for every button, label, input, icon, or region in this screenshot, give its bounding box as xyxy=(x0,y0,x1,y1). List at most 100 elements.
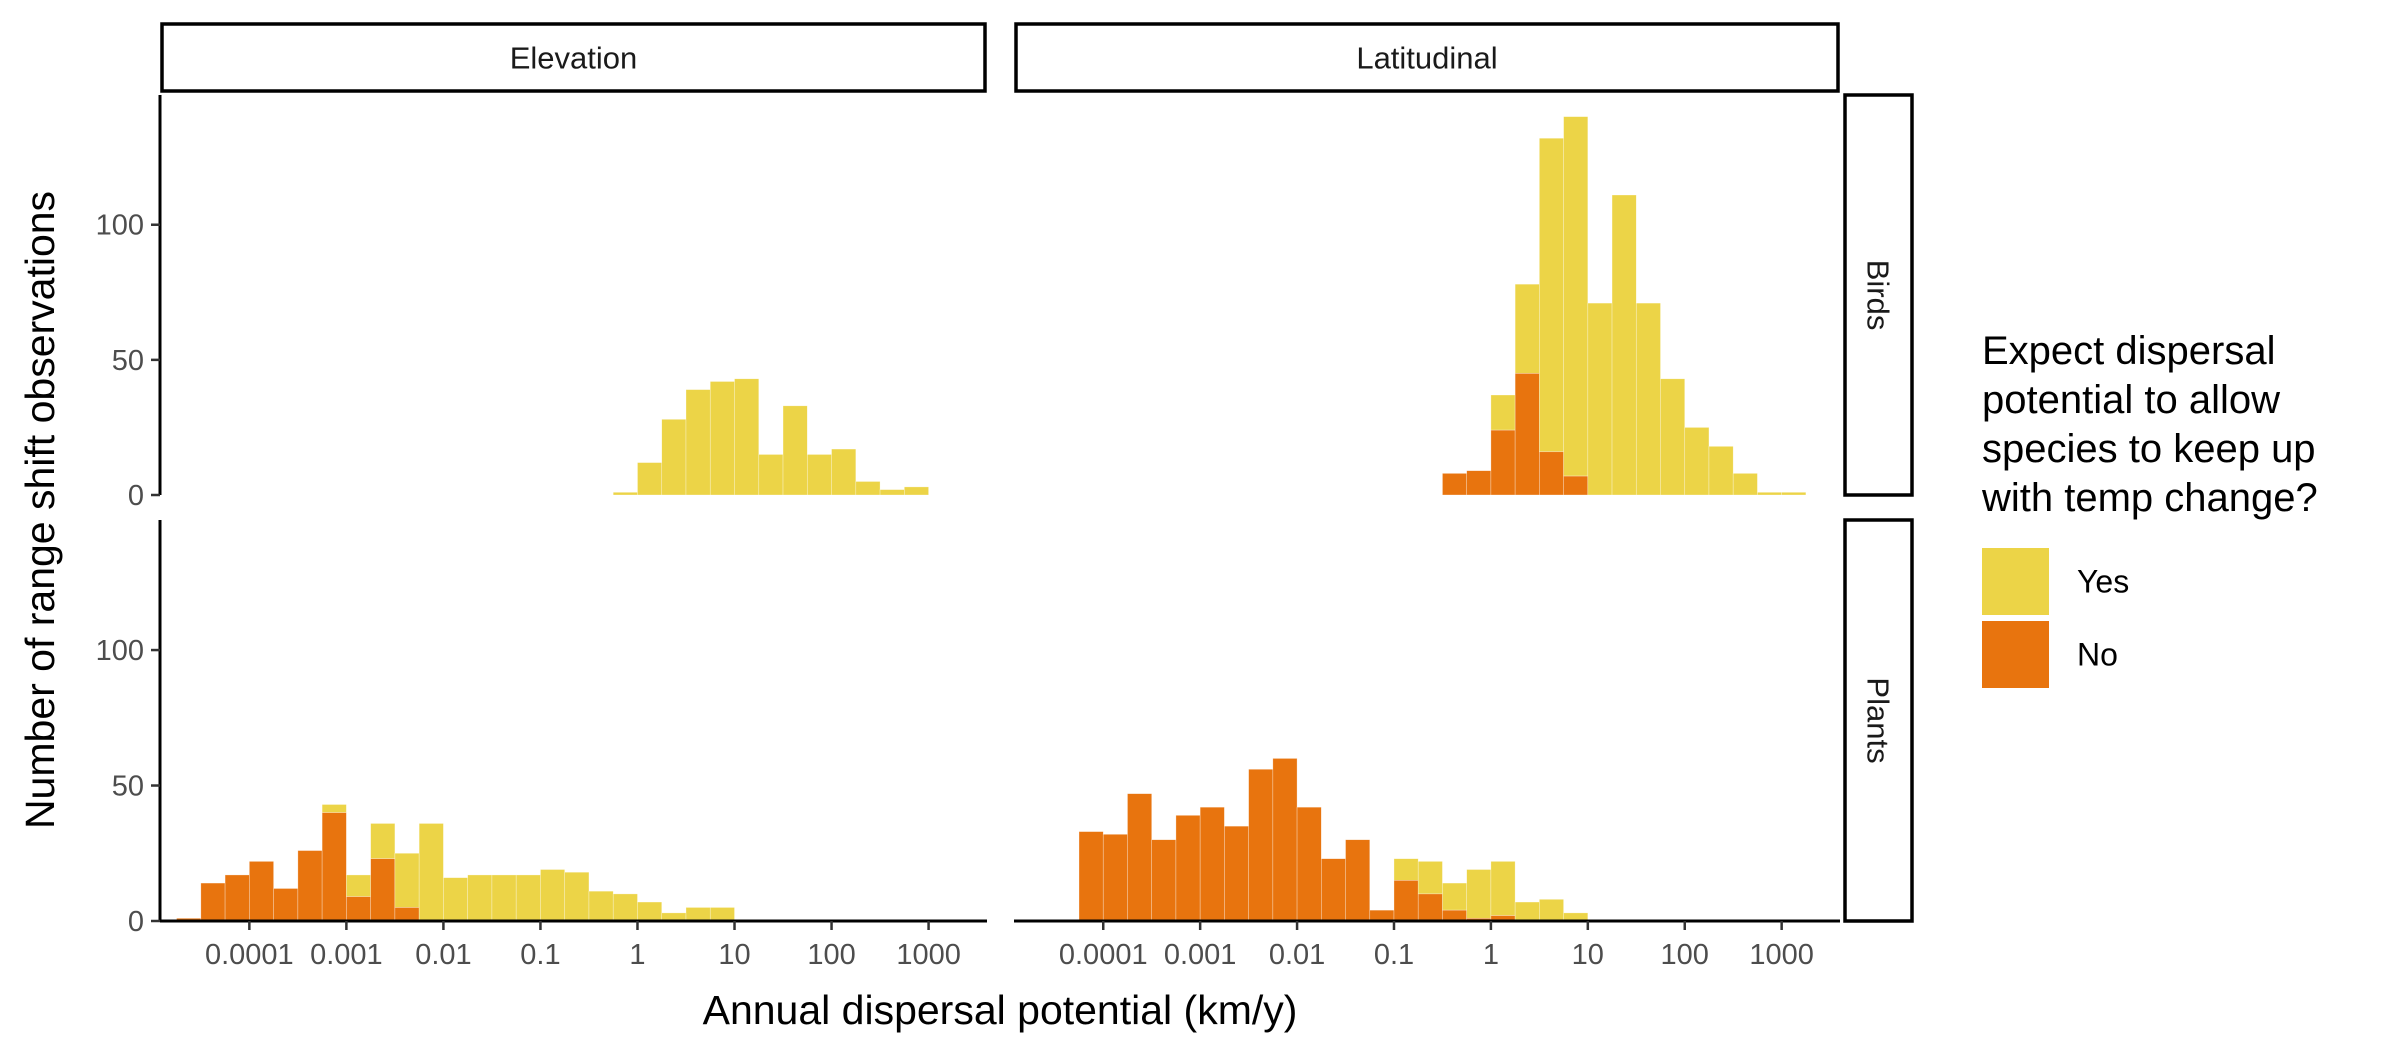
x-tick-label: 0.001 xyxy=(310,939,383,971)
x-tick-label: 1 xyxy=(1483,939,1499,971)
legend-key-no xyxy=(1982,621,2049,688)
bar-no xyxy=(346,896,371,922)
strip-label-plants: Plants xyxy=(1861,677,1896,763)
bar-yes xyxy=(879,489,905,496)
bar-yes xyxy=(1539,899,1564,922)
bar-yes xyxy=(1514,901,1540,922)
bar-yes xyxy=(394,852,420,908)
bar-yes xyxy=(1757,491,1782,496)
x-tick-label: 0.0001 xyxy=(205,939,294,971)
bar-yes xyxy=(491,874,517,922)
bar-yes xyxy=(1708,446,1734,496)
x-tick-label: 0.1 xyxy=(520,939,560,971)
bar-yes xyxy=(1490,394,1516,431)
bar-no xyxy=(370,858,396,922)
panel-plants-elevation xyxy=(176,804,735,922)
bar-yes xyxy=(1417,861,1443,895)
y-tick-label: 50 xyxy=(112,345,144,377)
y-tick-label: 0 xyxy=(128,480,144,512)
bar-no xyxy=(1078,831,1104,922)
bar-no xyxy=(297,850,323,922)
bar-yes xyxy=(1539,137,1564,453)
bar-no xyxy=(1417,893,1443,922)
legend-label-yes: Yes xyxy=(2077,564,2129,600)
legend-title-line: species to keep up xyxy=(1982,427,2316,471)
bar-yes xyxy=(370,823,396,859)
bar-yes xyxy=(564,871,590,922)
panel-plants-latitudinal xyxy=(1078,758,1589,922)
bar-no xyxy=(1490,429,1516,496)
bar-yes xyxy=(1393,858,1419,881)
bar-yes xyxy=(709,381,735,496)
bar-yes xyxy=(1490,861,1516,916)
bar-no xyxy=(1272,758,1298,922)
strip-elevation xyxy=(160,22,987,93)
strip-birds xyxy=(1843,93,1914,497)
legend-key-yes xyxy=(1982,548,2049,615)
bar-yes xyxy=(467,874,493,922)
x-tick-label: 10 xyxy=(1572,939,1604,971)
y-tick-label: 0 xyxy=(128,906,144,938)
bar-yes xyxy=(1466,869,1492,919)
bar-yes xyxy=(612,491,638,496)
facet-strips: Elevation Latitudinal Birds Plants xyxy=(160,22,1914,923)
x-tick-label: 100 xyxy=(807,939,855,971)
bar-yes xyxy=(1684,427,1710,496)
bar-yes xyxy=(782,405,808,496)
bar-no xyxy=(321,812,347,922)
bar-yes xyxy=(685,389,711,496)
bar-no xyxy=(1442,473,1467,496)
legend-title-line: potential to allow xyxy=(1982,378,2280,422)
bar-yes xyxy=(1563,116,1589,477)
bar-yes xyxy=(540,869,566,922)
bar-yes xyxy=(685,907,711,922)
bar-no xyxy=(249,861,274,922)
legend: Expect dispersal potential to allow specie… xyxy=(1981,329,2318,688)
strip-latitudinal xyxy=(1014,22,1840,93)
bar-no xyxy=(1151,839,1177,922)
y-tick-label: 50 xyxy=(112,771,144,803)
bar-no xyxy=(1296,806,1322,922)
panel-birds-latitudinal xyxy=(1442,116,1807,496)
bar-no xyxy=(1442,909,1467,922)
bar-no xyxy=(1248,768,1274,922)
bar-yes xyxy=(661,419,687,496)
bar-yes xyxy=(855,481,881,496)
bar-yes xyxy=(515,874,541,922)
x-tick-label: 0.01 xyxy=(415,939,471,971)
x-tick-label: 1 xyxy=(629,939,645,971)
x-tick-label: 1000 xyxy=(1749,939,1814,971)
bar-yes xyxy=(612,893,638,922)
bar-yes xyxy=(1587,302,1613,496)
bar-yes xyxy=(637,462,663,496)
bar-yes xyxy=(1635,302,1661,496)
bar-no xyxy=(1345,839,1371,922)
x-tick-label: 1000 xyxy=(896,939,961,971)
y-tick-label: 100 xyxy=(96,635,144,667)
bar-yes xyxy=(588,890,614,922)
x-tick-label: 10 xyxy=(718,939,750,971)
bar-yes xyxy=(709,907,735,922)
bar-no xyxy=(1539,451,1564,496)
strip-plants xyxy=(1843,518,1914,923)
bar-no xyxy=(1563,475,1589,496)
bar-yes xyxy=(904,486,929,496)
bar-no xyxy=(1102,833,1128,922)
legend-label-no: No xyxy=(2077,637,2118,673)
x-axis-title: Annual dispersal potential (km/y) xyxy=(703,987,1298,1033)
bar-yes xyxy=(321,804,347,813)
bar-yes xyxy=(758,454,784,496)
bar-yes xyxy=(1732,473,1758,496)
bar-no xyxy=(200,882,226,922)
bar-no xyxy=(1514,373,1540,496)
bar-yes xyxy=(1781,491,1807,496)
bar-yes xyxy=(1442,882,1467,911)
x-tick-label: 0.001 xyxy=(1164,939,1237,971)
bar-yes xyxy=(346,874,371,897)
bar-yes xyxy=(1611,194,1637,496)
bar-yes xyxy=(443,877,468,922)
y-axis-title: Number of range shift observations xyxy=(17,191,63,829)
legend-title-line: Expect dispersal xyxy=(1982,329,2275,373)
strip-label-elevation: Elevation xyxy=(510,41,638,76)
